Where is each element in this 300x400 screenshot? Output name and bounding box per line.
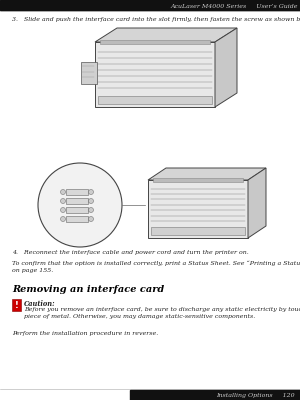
Text: 3.   Slide and push the interface card into the slot firmly, then fasten the scr: 3. Slide and push the interface card int… [12, 17, 300, 22]
Bar [98, 96, 212, 104]
Bar [130, 390, 300, 400]
Text: Before you remove an interface card, be sure to discharge any static electricity: Before you remove an interface card, be … [24, 307, 300, 319]
Bar [153, 178, 243, 182]
Text: AcuLaser M4000 Series     User’s Guide: AcuLaser M4000 Series User’s Guide [170, 4, 298, 10]
Text: Installing Options     120: Installing Options 120 [216, 394, 295, 398]
Text: 4.   Reconnect the interface cable and power cord and turn the printer on.: 4. Reconnect the interface cable and pow… [12, 250, 249, 255]
Circle shape [88, 216, 94, 222]
Polygon shape [148, 180, 248, 238]
Polygon shape [95, 42, 215, 107]
Polygon shape [215, 28, 237, 107]
Text: Perform the installation procedure in reverse.: Perform the installation procedure in re… [12, 331, 158, 336]
Polygon shape [95, 28, 237, 42]
Bar [151, 228, 245, 235]
Bar [66, 216, 88, 222]
Circle shape [38, 163, 122, 247]
Text: To confirm that the option is installed correctly, print a Status Sheet. See “Pr: To confirm that the option is installed … [12, 261, 300, 273]
Circle shape [88, 190, 94, 194]
Circle shape [61, 216, 65, 222]
Bar [81, 62, 97, 84]
Circle shape [61, 198, 65, 204]
Bar [66, 207, 88, 213]
Bar [12, 299, 21, 311]
Bar [66, 198, 88, 204]
Bar [0, 0, 300, 10]
Circle shape [88, 208, 94, 212]
Circle shape [61, 208, 65, 212]
Text: !: ! [15, 300, 18, 310]
Bar [100, 40, 210, 44]
Polygon shape [148, 168, 266, 180]
Text: Caution:: Caution: [24, 300, 56, 308]
Polygon shape [248, 168, 266, 238]
Text: Removing an interface card: Removing an interface card [12, 285, 164, 294]
Bar [66, 189, 88, 195]
Circle shape [61, 190, 65, 194]
Circle shape [88, 198, 94, 204]
